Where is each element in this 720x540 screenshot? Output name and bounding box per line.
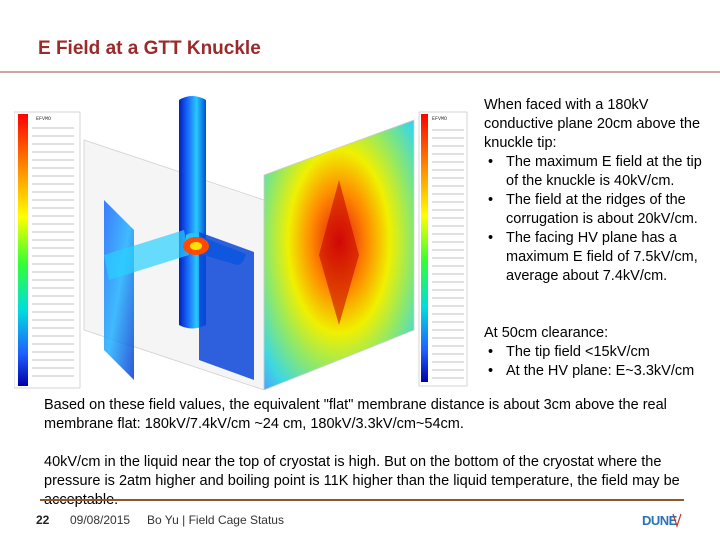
- findings-20cm-list: The maximum E field at the tip of the kn…: [484, 153, 716, 286]
- dune-logo: DUNE: [642, 513, 682, 528]
- findings-20cm-intro: When faced with a 180kV conductive plane…: [484, 97, 701, 151]
- findings-50cm-intro: At 50cm clearance:: [484, 325, 609, 341]
- cryostat-field-paragraph: 40kV/cm in the liquid near the top of cr…: [44, 454, 680, 508]
- list-item: The maximum E field at the tip of the kn…: [484, 153, 716, 191]
- dune-logo-text: DUNE: [642, 513, 678, 528]
- membrane-distance-paragraph: Based on these field values, the equival…: [44, 397, 667, 432]
- footer-date: 09/08/2015: [70, 513, 131, 527]
- findings-50cm-list: The tip field <15kV/cm At the HV plane: …: [484, 343, 716, 381]
- page-number: 22: [36, 513, 50, 527]
- right-legend-header: EFVMO: [432, 116, 447, 122]
- list-item: The field at the ridges of the corrugati…: [484, 191, 716, 229]
- footer-text: Bo Yu | Field Cage Status: [147, 513, 284, 527]
- findings-20cm: When faced with a 180kV conductive plane…: [484, 96, 716, 286]
- right-color-legend: EFVMO: [418, 111, 468, 387]
- title-divider: [0, 71, 720, 73]
- list-item: The tip field <15kV/cm: [484, 343, 716, 362]
- left-legend-header: EFVMO: [36, 116, 51, 122]
- knuckle-field-plot: [83, 96, 415, 390]
- e-field-simulation-figure: EFVMO: [14, 80, 470, 390]
- findings-50cm: At 50cm clearance: The tip field <15kV/c…: [484, 324, 716, 381]
- left-color-legend: EFVMO: [14, 111, 81, 389]
- slide-title: E Field at a GTT Knuckle: [38, 38, 261, 59]
- list-item: At the HV plane: E~3.3kV/cm: [484, 362, 716, 381]
- footer-divider: [40, 499, 684, 501]
- list-item: The facing HV plane has a maximum E fiel…: [484, 229, 716, 286]
